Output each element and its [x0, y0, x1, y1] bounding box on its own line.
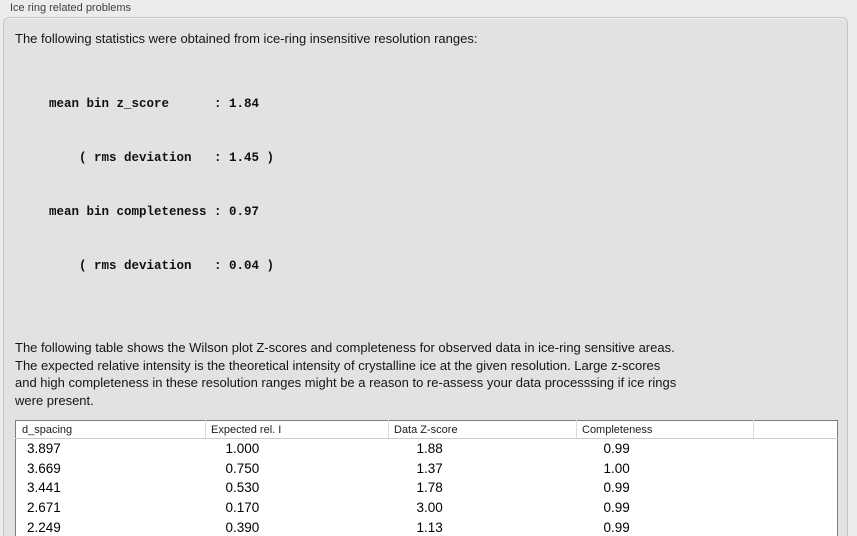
table-cell: 0.99	[603, 499, 630, 515]
groupbox-label: Ice ring related problems	[10, 2, 132, 14]
column-header-data-z-score[interactable]: Data Z-score	[388, 420, 577, 439]
table-cell: 0.99	[603, 519, 630, 535]
table-cell: 1.78	[416, 480, 443, 496]
table-cell: 3.897	[27, 441, 61, 457]
table-intro-line: The expected relative intensity is the t…	[15, 357, 661, 373]
table-cell: 1.37	[416, 460, 443, 476]
table-intro-text: The following table shows the Wilson plo…	[15, 339, 847, 409]
column-header-filler	[753, 420, 838, 439]
table-cell-filler	[754, 478, 838, 498]
ice-ring-table: d_spacing Expected rel. I Data Z-score Comp…	[15, 420, 838, 536]
table-intro-line: were present.	[15, 392, 94, 408]
table-cell-filler	[754, 439, 838, 459]
table-cell: 1.000	[225, 441, 260, 457]
table-cell: 2.671	[27, 499, 61, 515]
table-row[interactable]: 2.671 0.170 3.00 0.99	[16, 498, 838, 518]
table-cell: 0.530	[225, 480, 260, 496]
table-row[interactable]: 3.669 0.750 1.37 1.00	[16, 458, 838, 478]
intro-text: The following statistics were obtained f…	[15, 31, 478, 46]
table-header-row: d_spacing Expected rel. I Data Z-score Comp…	[15, 420, 838, 439]
stats-line: mean bin completeness : 0.97	[49, 205, 260, 219]
table-cell: 0.750	[225, 460, 260, 476]
table-row[interactable]: 2.249 0.390 1.13 0.99	[16, 517, 838, 536]
table-cell: 0.390	[225, 519, 260, 535]
table-cell: 3.00	[416, 499, 443, 515]
table-cell: 3.669	[27, 460, 61, 476]
table-body: 3.897 1.000 1.88 0.99 3.669 0.750 1.37 1.00 3.44…	[16, 439, 838, 536]
table-cell: 0.99	[603, 441, 630, 457]
stats-line: ( rms deviation : 1.45 )	[49, 151, 275, 165]
table-row[interactable]: 3.441 0.530 1.78 0.99	[16, 478, 838, 498]
table-cell-filler	[754, 498, 838, 518]
ice-ring-groupbox: The following statistics were obtained f…	[3, 17, 848, 536]
table-cell: 1.13	[416, 519, 443, 535]
table-cell: 1.00	[603, 460, 630, 476]
table-cell: 0.99	[603, 480, 630, 496]
table-cell: 0.170	[225, 499, 260, 515]
column-header-d-spacing[interactable]: d_spacing	[15, 420, 206, 439]
stats-line: mean bin z_score : 1.84	[49, 97, 260, 111]
table-cell: 3.441	[27, 480, 61, 496]
stats-block: mean bin z_score : 1.84 ( rms deviation …	[49, 59, 847, 311]
table-cell: 2.249	[27, 519, 61, 535]
table-cell-filler	[754, 458, 838, 478]
table-cell: 1.88	[416, 441, 443, 457]
stats-line: ( rms deviation : 0.04 )	[49, 259, 275, 273]
table-intro-line: The following table shows the Wilson plo…	[15, 340, 675, 355]
table-cell-filler	[754, 517, 838, 536]
column-header-completeness[interactable]: Completeness	[576, 420, 754, 439]
column-header-expected-rel-i[interactable]: Expected rel. I	[205, 420, 389, 439]
table-row[interactable]: 3.897 1.000 1.88 0.99	[16, 439, 838, 459]
table-intro-line: and high completeness in these resolutio…	[15, 375, 677, 390]
